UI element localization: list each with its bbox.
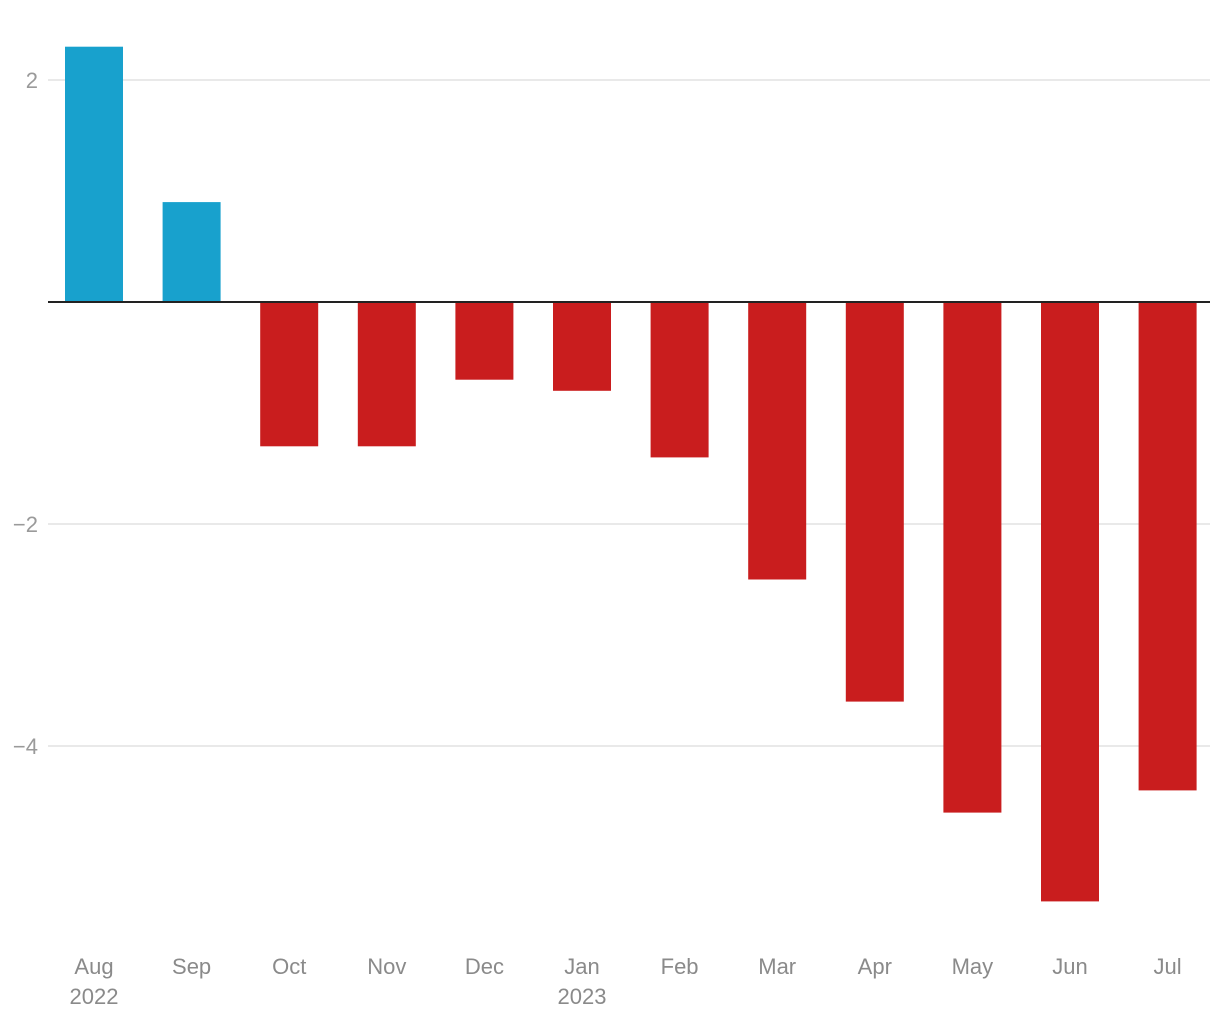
y-tick-label: −4 [13, 734, 38, 759]
x-tick-label: May [952, 954, 994, 979]
x-tick-label: Apr [858, 954, 892, 979]
bar-feb [650, 302, 709, 458]
y-tick-label: 2 [26, 68, 38, 93]
bar-jun [1041, 302, 1099, 902]
x-tick-label: Feb [661, 954, 699, 979]
bar-nov [357, 302, 416, 447]
bar-aug [65, 46, 123, 303]
x-tick-label: Nov [367, 954, 406, 979]
bar-oct [260, 302, 319, 447]
x-axis-category-labels: Aug 2022 Sep Oct Nov Dec Jan 2023 Feb Mar Apr May Ju… [70, 954, 1182, 1009]
x-tick-label: Jul [1154, 954, 1182, 979]
bars [65, 46, 1197, 902]
bar-may [943, 302, 1002, 813]
bar-mar [748, 302, 807, 580]
bar-dec [455, 302, 514, 380]
x-tick-label: Jun [1052, 954, 1087, 979]
bar-jul [1138, 302, 1197, 791]
x-tick-year-label: 2022 [70, 984, 119, 1009]
x-tick-label: Sep [172, 954, 211, 979]
bar-apr [845, 302, 904, 702]
bar-jan [553, 302, 611, 391]
y-tick-label: −2 [13, 512, 38, 537]
x-tick-label: Oct [272, 954, 306, 979]
x-tick-label: Aug [74, 954, 113, 979]
x-tick-label: Jan [564, 954, 599, 979]
bar-sep [162, 202, 221, 302]
x-tick-year-label: 2023 [558, 984, 607, 1009]
x-tick-label: Dec [465, 954, 504, 979]
y-axis-tick-labels: 2 −2 −4 [13, 68, 38, 759]
x-tick-label: Mar [758, 954, 796, 979]
grid-layer [48, 79, 1210, 747]
